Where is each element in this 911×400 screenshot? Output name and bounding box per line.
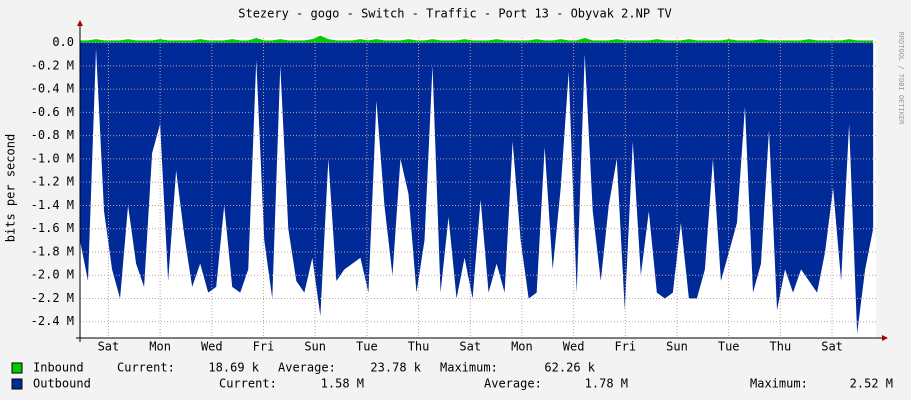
legend-swatch	[11, 362, 23, 374]
area-inbound	[80, 35, 874, 43]
x-tick-label: Mon	[149, 340, 171, 354]
x-tick-label: Sat	[98, 340, 120, 354]
y-tick-label: 0.0	[52, 35, 74, 49]
x-axis-arrow	[882, 335, 888, 341]
y-tick-label: -0.4 M	[31, 82, 74, 96]
area-outbound	[80, 42, 874, 334]
x-tick-label: Thu	[770, 340, 792, 354]
x-tick-label: Sun	[666, 340, 688, 354]
legend-stat-label: Average:	[484, 377, 542, 391]
x-tick-label: Fri	[253, 340, 275, 354]
legend-stat-label: Current:	[117, 361, 175, 375]
legend-stat-label: Maximum:	[440, 361, 498, 375]
x-tick-label: Thu	[408, 340, 430, 354]
x-tick-label: Sat	[821, 340, 843, 354]
x-tick-label: Tue	[718, 340, 740, 354]
legend-stat-label: Maximum:	[750, 377, 808, 391]
side-label: RRDTOOL / TOBI OETIKER	[897, 32, 905, 126]
x-tick-label: Fri	[614, 340, 636, 354]
y-axis-arrow	[77, 20, 83, 26]
y-tick-label: -0.8 M	[31, 128, 74, 142]
y-tick-label: -1.0 M	[31, 151, 74, 165]
x-tick-label: Sun	[304, 340, 326, 354]
y-tick-label: -1.2 M	[31, 175, 74, 189]
y-tick-label: -2.0 M	[31, 268, 74, 282]
x-tick-label: Sat	[459, 340, 481, 354]
legend-stat-label: Average:	[278, 361, 336, 375]
y-tick-label: -2.4 M	[31, 314, 74, 328]
legend-stat-label: Current:	[219, 377, 277, 391]
legend-stat-value: 18.69 k	[208, 361, 259, 375]
y-tick-label: -0.6 M	[31, 105, 74, 119]
y-tick-label: -0.2 M	[31, 58, 74, 72]
x-tick-label: Wed	[201, 340, 223, 354]
y-tick-label: -2.2 M	[31, 291, 74, 305]
y-axis-label: bits per second	[4, 134, 18, 242]
y-tick-label: -1.4 M	[31, 198, 74, 212]
x-tick-label: Tue	[356, 340, 378, 354]
y-tick-label: -1.8 M	[31, 244, 74, 258]
x-tick-label: Wed	[563, 340, 585, 354]
legend-swatch	[11, 378, 23, 390]
legend-stat-value: 62.26 k	[544, 361, 595, 375]
legend-stat-value: 1.58 M	[321, 377, 364, 391]
legend-stat-value: 2.52 M	[850, 377, 893, 391]
legend-stat-value: 23.78 k	[370, 361, 421, 375]
legend-label: Outbound	[33, 377, 91, 391]
y-tick-label: -1.6 M	[31, 221, 74, 235]
x-tick-label: Mon	[511, 340, 533, 354]
chart-title: Stezery - gogo - Switch - Traffic - Port…	[238, 7, 671, 21]
legend-label: Inbound	[33, 361, 84, 375]
legend-stat-value: 1.78 M	[585, 377, 628, 391]
